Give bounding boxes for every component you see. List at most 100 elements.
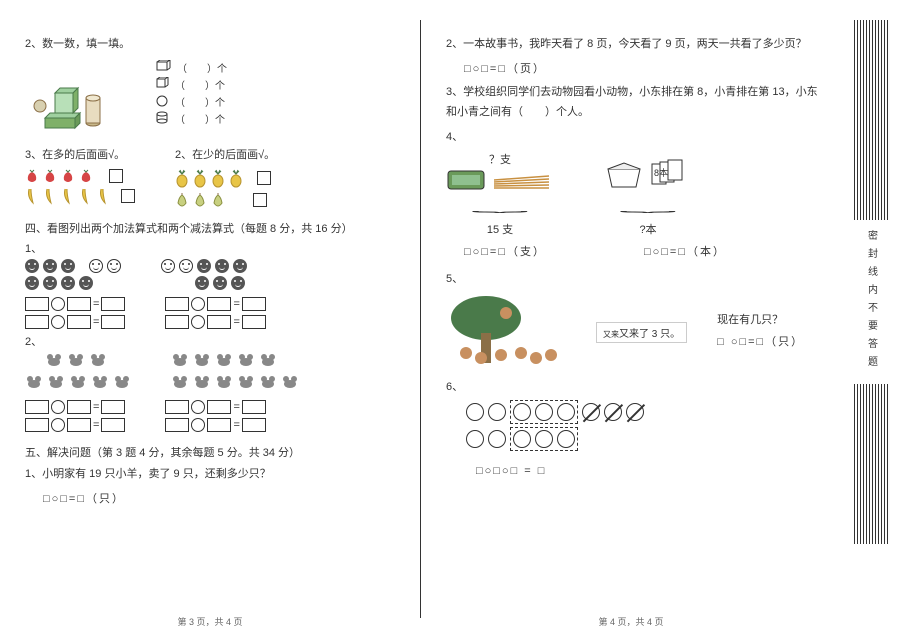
- dotted-group: [510, 400, 578, 424]
- brace-icon: ⏟: [471, 201, 529, 212]
- circle-icon: [488, 403, 506, 421]
- s4-q2-label: 2、: [25, 333, 405, 349]
- q2-figure: （ ）个 （ ）个 （ ）个 （ ）个: [25, 58, 405, 141]
- circle-slash-icon: [626, 403, 644, 421]
- pencils-icon: [494, 170, 554, 190]
- shape-count-label: （ ）个: [175, 111, 225, 126]
- bananas-row: [25, 187, 135, 205]
- s4-q1-figure: [25, 256, 405, 293]
- mouse-icon: [237, 352, 255, 371]
- mouse-icon: [259, 352, 277, 371]
- mouse-icon: [89, 352, 107, 371]
- circle-icon: [535, 430, 553, 448]
- circle-icon: [513, 430, 531, 448]
- s5-q1: 1、小明家有 19 只小羊，卖了 9 只，还剩多少只？: [25, 466, 405, 484]
- mouse-icon: [259, 374, 277, 393]
- r-q2-formula: □○□=□（页）: [464, 60, 826, 76]
- face-dark-icon: [61, 276, 75, 290]
- mouse-icon: [91, 374, 109, 393]
- checkbox[interactable]: [257, 171, 271, 185]
- binding-lines-bottom: [854, 384, 888, 544]
- face-dark-icon: [231, 276, 245, 290]
- q4-formula1: □○□=□（支）: [464, 243, 546, 259]
- checkbox[interactable]: [109, 169, 123, 183]
- s4-q2-figure: [25, 349, 405, 396]
- shape-count-label: （ ）个: [177, 60, 227, 75]
- s4-q2-equations: = = = =: [25, 396, 405, 436]
- section4-title: 四、看图列出两个加法算式和两个减法算式（每题 8 分，共 16 分）: [25, 220, 405, 236]
- circle-icon: [557, 430, 575, 448]
- face-dark-icon: [197, 259, 211, 273]
- circle-icon: [535, 403, 553, 421]
- checkbox[interactable]: [253, 193, 267, 207]
- circle-icon: [466, 430, 484, 448]
- brace-icon: ⏟: [619, 201, 677, 212]
- r-q2: 2、一本故事书，我昨天看了 8 页，今天看了 9 页，两天一共看了多少页？: [446, 36, 826, 54]
- face-dark-icon: [43, 276, 57, 290]
- s4-q1-label: 1、: [25, 240, 405, 256]
- mouse-icon: [171, 374, 189, 393]
- checkbox[interactable]: [121, 189, 135, 203]
- circle-icon: [557, 403, 575, 421]
- seal-line-text: 密封线内不要答题: [864, 230, 879, 374]
- q5-figure: 又来又来了 3 只。 现在有几只？ □ ○□=□（只）: [446, 293, 826, 373]
- mouse-icon: [215, 374, 233, 393]
- mouse-icon: [193, 374, 211, 393]
- page-right: 2、一本故事书，我昨天看了 8 页，今天看了 9 页，两天一共看了多少页？ □○…: [421, 0, 841, 638]
- q6-figure: [466, 400, 826, 451]
- q4-label3: 8本: [654, 166, 668, 179]
- face-dark-icon: [215, 259, 229, 273]
- circle-icon: [466, 403, 484, 421]
- section5-title: 五、解决问题（第 3 题 4 分，其余每题 5 分。共 34 分）: [25, 444, 405, 460]
- mouse-icon: [25, 374, 43, 393]
- q5-formula: □ ○□=□（只）: [717, 333, 804, 349]
- mouse-icon: [215, 352, 233, 371]
- mouse-icon: [69, 374, 87, 393]
- face-dark-icon: [79, 276, 93, 290]
- face-icon: [161, 259, 175, 273]
- page-left: 2、数一数，填一填。 （ ）个 （ ）个 （ ）个 （ ）个: [0, 0, 420, 638]
- face-dark-icon: [25, 259, 39, 273]
- mouse-icon: [237, 374, 255, 393]
- circle-icon: [488, 430, 506, 448]
- q4-formula2: □○□=□（本）: [644, 243, 726, 259]
- circle-slash-icon: [582, 403, 600, 421]
- page-footer-right: 第 4 页，共 4 页: [421, 615, 841, 628]
- face-icon: [89, 259, 103, 273]
- book-bag-icon: [604, 159, 644, 191]
- mouse-icon: [281, 374, 299, 393]
- face-icon: [107, 259, 121, 273]
- q4-label4: ?本: [604, 221, 692, 237]
- q5-text2: 现在有几只？: [717, 311, 804, 327]
- face-dark-icon: [43, 259, 57, 273]
- r-q5: 5、: [446, 271, 826, 289]
- q6-formula: □○□○□ = □: [476, 465, 826, 477]
- dotted-group: [510, 427, 578, 451]
- r-q4: 4、: [446, 129, 826, 147]
- q4-label2: 15 支: [446, 221, 554, 237]
- q3a-title: 3、在多的后面画√。: [25, 147, 135, 165]
- monkey-tree-icon: [446, 293, 566, 373]
- face-icon: [179, 259, 193, 273]
- s4-q1-equations: = = = =: [25, 293, 405, 333]
- mouse-icon: [113, 374, 131, 393]
- shape-count-label: （ ）个: [175, 77, 225, 92]
- page-footer-left: 第 3 页，共 4 页: [0, 615, 420, 628]
- r-q6: 6、: [446, 379, 826, 397]
- pencil-box-icon: [446, 167, 486, 193]
- blocks-3d-icon: [25, 58, 135, 141]
- shape-count-label: （ ）个: [175, 94, 225, 109]
- q2-title: 2、数一数，填一填。: [25, 36, 405, 54]
- binding-sidebar: 密封线内不要答题: [841, 0, 901, 638]
- q4-label1: ？支: [446, 151, 554, 167]
- q4-figure: ？支 ⏟ 15 支: [446, 151, 826, 237]
- face-dark-icon: [195, 276, 209, 290]
- face-dark-icon: [233, 259, 247, 273]
- pears-row: [175, 191, 275, 209]
- mouse-icon: [193, 352, 211, 371]
- face-dark-icon: [213, 276, 227, 290]
- circle-icon: [513, 403, 531, 421]
- mouse-icon: [171, 352, 189, 371]
- strawberries-row: [25, 168, 135, 184]
- circle-slash-icon: [604, 403, 622, 421]
